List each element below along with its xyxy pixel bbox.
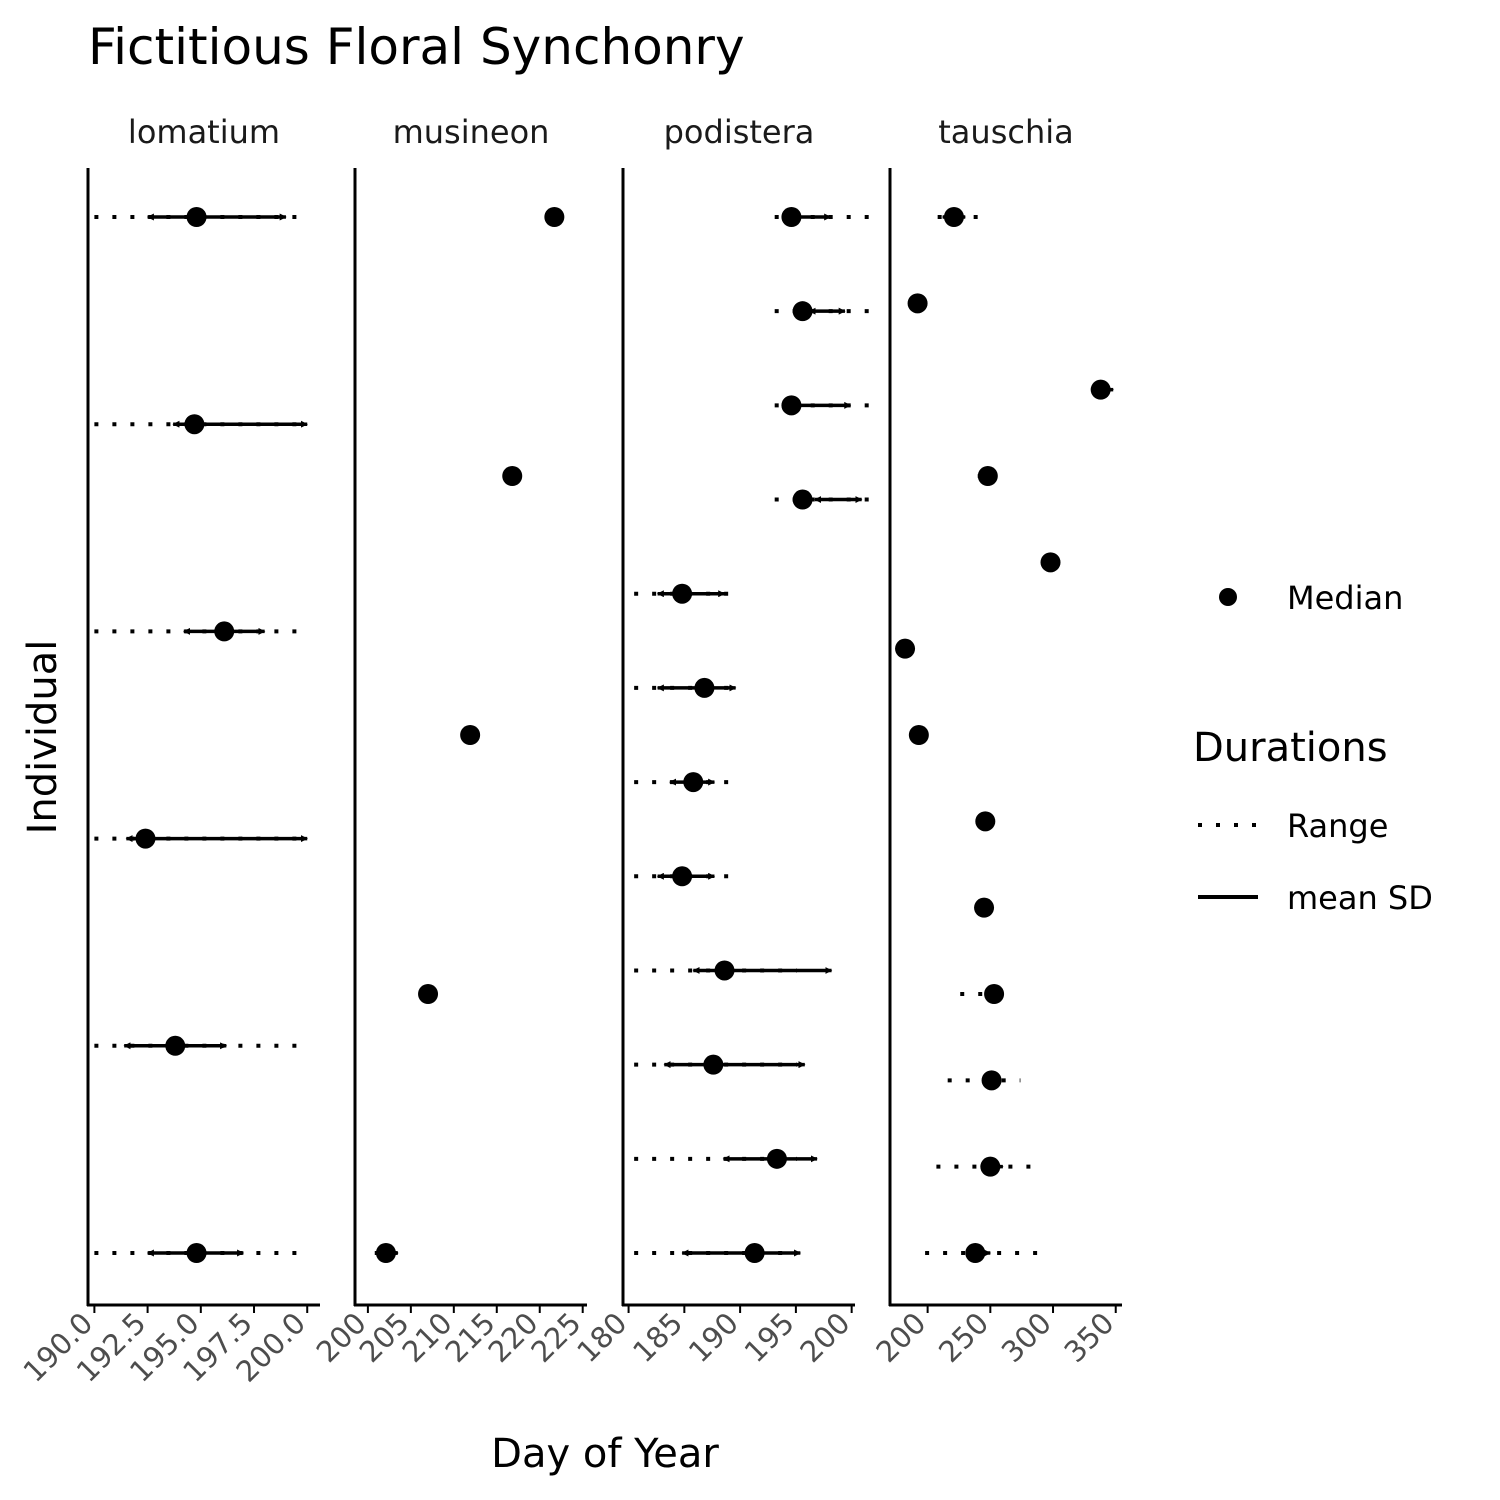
legend-range-label: Range [1287,807,1388,845]
individual-row [977,466,998,486]
median-point [714,960,735,981]
individual-row [418,984,439,1004]
individual-row [94,414,308,435]
strip-label: tauschia [938,113,1073,151]
median-point [766,1148,787,1169]
x-tick-label: 200 [793,1306,856,1369]
median-point [1040,552,1061,573]
median-point [135,828,156,849]
individual-row [94,1035,308,1056]
median-point [965,1243,986,1263]
individual-row [94,828,308,849]
individual-row [460,725,481,745]
strip-label: podistera [664,113,815,151]
median-point [1090,379,1111,400]
individual-row [502,466,523,486]
legend: Median Durations Range mean SD [1193,579,1433,917]
legend-sd-label: mean SD [1287,879,1433,917]
individual-row [544,207,565,227]
individual-row [94,207,308,227]
individual-row [1040,552,1061,573]
individual-row [94,1243,308,1263]
x-tick-label: 180 [570,1306,633,1369]
individual-row [907,293,928,314]
chart-title: Fictitious Floral Synchonry [88,18,745,76]
individual-row [974,897,995,918]
x-tick-label: 195 [738,1306,801,1369]
median-point [943,207,964,227]
individual-row [975,811,996,832]
individual-row [925,1243,1038,1263]
median-point [672,583,693,604]
median-point [214,621,235,642]
individual-row [774,301,877,322]
median-point [165,1035,186,1056]
individual-row [774,395,877,416]
median-point [694,677,715,698]
individual-row [908,725,929,745]
individual-row [634,1148,818,1169]
median-point [792,301,813,322]
individual-row [634,960,833,981]
median-point [781,395,802,416]
median-point [184,414,205,435]
individual-row [374,1243,403,1263]
median-point [974,897,995,918]
median-point [984,984,1005,1004]
legend-durations-title: Durations [1193,725,1388,771]
individual-row [895,638,916,659]
x-axis-label: Day of Year [491,1431,719,1477]
median-point [544,207,565,227]
strip-label: musineon [393,113,550,151]
individual-row [634,1243,802,1263]
median-point [418,984,439,1004]
individual-row [634,677,737,698]
median-point [907,293,928,314]
median-point [186,207,207,227]
panel-tauschia: tauschia 200 250 300 350 [869,113,1122,1369]
individual-row [634,772,733,793]
facet-panels: lomatium190.0192.5195.0197.5200.0musineo… [17,113,1122,1389]
individual-row [774,207,877,227]
individual-row [774,489,877,510]
median-point [672,866,693,887]
individual-row [960,984,1005,1004]
individual-row [947,1070,1021,1091]
median-point [460,725,481,745]
individual-row [937,207,978,227]
individual-row [94,621,308,642]
median-point [981,1070,1002,1091]
median-point [975,811,996,832]
individual-row [634,866,733,887]
individual-row [1090,379,1114,400]
median-point [781,207,802,227]
x-tick-label: 185 [626,1306,689,1369]
median-point [683,772,704,793]
median-point [792,489,813,510]
median-point [703,1054,724,1075]
legend-median-swatch [1219,588,1237,606]
median-point [744,1243,765,1263]
y-axis-label: Individual [20,640,66,835]
x-tick-label: 190 [682,1306,745,1369]
x-tick-label: 250 [932,1306,995,1369]
individual-row [634,1054,806,1075]
median-point [186,1243,207,1263]
median-point [980,1156,1001,1177]
individual-row [634,583,733,604]
legend-median-label: Median [1287,579,1403,617]
individual-row [936,1156,1032,1177]
x-tick-label: 300 [995,1306,1058,1369]
strip-label: lomatium [128,113,280,151]
median-point [375,1243,396,1263]
x-tick-label: 200 [869,1306,932,1369]
x-tick-label: 350 [1057,1306,1120,1369]
median-point [502,466,523,486]
median-point [977,466,998,486]
median-point [895,638,916,659]
median-point [908,725,929,745]
